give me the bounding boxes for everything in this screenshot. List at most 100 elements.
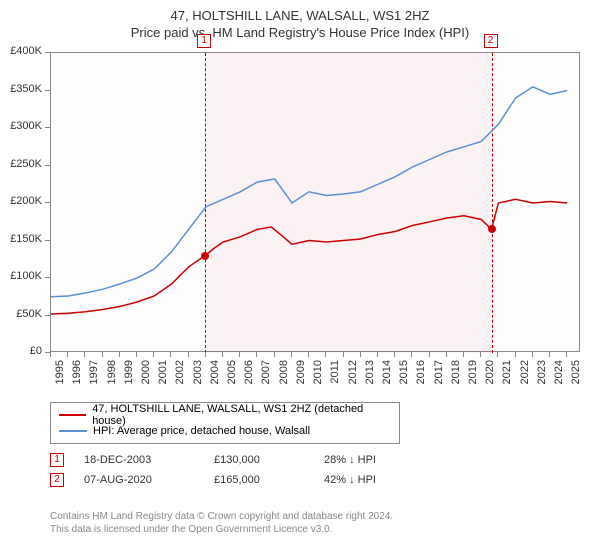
- sales-row-date: 07-AUG-2020: [84, 474, 214, 486]
- x-axis-label: 2010: [312, 360, 324, 392]
- x-tick: [136, 352, 137, 357]
- sales-table: 1 18-DEC-2003£130,00028% ↓ HPI 2 07-AUG-202…: [50, 450, 434, 490]
- sales-row-date: 18-DEC-2003: [84, 454, 214, 466]
- x-axis-label: 2014: [381, 360, 393, 392]
- x-axis-label: 1997: [88, 360, 100, 392]
- legend: 47, HOLTSHILL LANE, WALSALL, WS1 2HZ (de…: [50, 402, 400, 444]
- y-axis-label: £250K: [0, 158, 42, 170]
- series-line: [51, 87, 567, 297]
- sales-row-marker: 2: [50, 473, 64, 487]
- sales-row: 2 07-AUG-2020£165,00042% ↓ HPI: [50, 470, 434, 490]
- x-tick: [377, 352, 378, 357]
- x-axis-label: 2022: [519, 360, 531, 392]
- title-block: 47, HOLTSHILL LANE, WALSALL, WS1 2HZ Pri…: [0, 0, 600, 44]
- x-axis-label: 2013: [364, 360, 376, 392]
- x-axis-label: 2008: [278, 360, 290, 392]
- x-axis-label: 2018: [450, 360, 462, 392]
- footer-line-2: This data is licensed under the Open Gov…: [50, 523, 393, 536]
- chart-title-address: 47, HOLTSHILL LANE, WALSALL, WS1 2HZ: [0, 8, 600, 23]
- x-tick: [343, 352, 344, 357]
- x-axis-label: 2015: [398, 360, 410, 392]
- x-axis-label: 2001: [157, 360, 169, 392]
- sales-row-marker: 1: [50, 453, 64, 467]
- y-axis-label: £100K: [0, 270, 42, 282]
- x-axis-label: 2017: [433, 360, 445, 392]
- x-tick: [222, 352, 223, 357]
- sales-row-price: £165,000: [214, 474, 324, 486]
- x-axis-label: 2025: [570, 360, 582, 392]
- x-axis-label: 2004: [209, 360, 221, 392]
- x-axis-label: 1996: [71, 360, 83, 392]
- x-axis-label: 2021: [501, 360, 513, 392]
- series-line: [51, 199, 567, 314]
- x-axis-label: 2003: [192, 360, 204, 392]
- x-axis-label: 2019: [467, 360, 479, 392]
- sales-row: 1 18-DEC-2003£130,00028% ↓ HPI: [50, 450, 434, 470]
- x-tick: [515, 352, 516, 357]
- x-axis-label: 1999: [123, 360, 135, 392]
- x-tick: [67, 352, 68, 357]
- x-tick: [256, 352, 257, 357]
- y-axis-label: £50K: [0, 308, 42, 320]
- y-tick: [45, 127, 50, 128]
- x-axis-label: 2006: [243, 360, 255, 392]
- footer-line-1: Contains HM Land Registry data © Crown c…: [50, 510, 393, 523]
- x-tick: [480, 352, 481, 357]
- y-axis-label: £200K: [0, 195, 42, 207]
- x-tick: [566, 352, 567, 357]
- footer-attribution: Contains HM Land Registry data © Crown c…: [50, 510, 393, 536]
- x-tick: [291, 352, 292, 357]
- series-svg: [51, 53, 581, 353]
- legend-label: HPI: Average price, detached house, Wals…: [93, 425, 310, 437]
- x-axis-label: 2002: [174, 360, 186, 392]
- x-tick: [50, 352, 51, 357]
- x-axis-label: 2009: [295, 360, 307, 392]
- y-axis-label: £350K: [0, 83, 42, 95]
- x-tick: [325, 352, 326, 357]
- x-tick: [170, 352, 171, 357]
- x-tick: [463, 352, 464, 357]
- x-tick: [84, 352, 85, 357]
- chart-container: 47, HOLTSHILL LANE, WALSALL, WS1 2HZ Pri…: [0, 0, 600, 560]
- sale-marker-box: 2: [484, 34, 498, 48]
- x-tick: [360, 352, 361, 357]
- x-axis-label: 2020: [484, 360, 496, 392]
- x-axis-label: 2023: [536, 360, 548, 392]
- x-axis-label: 2012: [347, 360, 359, 392]
- sales-row-price: £130,000: [214, 454, 324, 466]
- x-axis-label: 1995: [54, 360, 66, 392]
- legend-swatch: [59, 430, 87, 432]
- legend-label: 47, HOLTSHILL LANE, WALSALL, WS1 2HZ (de…: [92, 403, 391, 427]
- x-tick: [308, 352, 309, 357]
- x-tick: [274, 352, 275, 357]
- x-axis-label: 1998: [106, 360, 118, 392]
- y-tick: [45, 277, 50, 278]
- y-tick: [45, 165, 50, 166]
- y-tick: [45, 315, 50, 316]
- x-axis-label: 2024: [553, 360, 565, 392]
- y-tick: [45, 202, 50, 203]
- y-axis-label: £400K: [0, 45, 42, 57]
- y-tick: [45, 52, 50, 53]
- x-tick: [205, 352, 206, 357]
- y-tick: [45, 90, 50, 91]
- x-axis-label: 2016: [415, 360, 427, 392]
- x-tick: [549, 352, 550, 357]
- x-tick: [239, 352, 240, 357]
- y-axis-label: £300K: [0, 120, 42, 132]
- y-axis-label: £150K: [0, 233, 42, 245]
- x-axis-label: 2005: [226, 360, 238, 392]
- sales-row-delta: 28% ↓ HPI: [324, 454, 434, 466]
- x-tick: [394, 352, 395, 357]
- x-axis-label: 2011: [329, 360, 341, 392]
- x-tick: [532, 352, 533, 357]
- plot-area: [50, 52, 580, 352]
- sale-marker-box: 1: [197, 34, 211, 48]
- legend-row: 47, HOLTSHILL LANE, WALSALL, WS1 2HZ (de…: [59, 407, 391, 423]
- x-tick: [102, 352, 103, 357]
- sales-row-delta: 42% ↓ HPI: [324, 474, 434, 486]
- x-tick: [411, 352, 412, 357]
- x-tick: [188, 352, 189, 357]
- chart-title-subtitle: Price paid vs. HM Land Registry's House …: [0, 25, 600, 40]
- y-axis-label: £0: [0, 345, 42, 357]
